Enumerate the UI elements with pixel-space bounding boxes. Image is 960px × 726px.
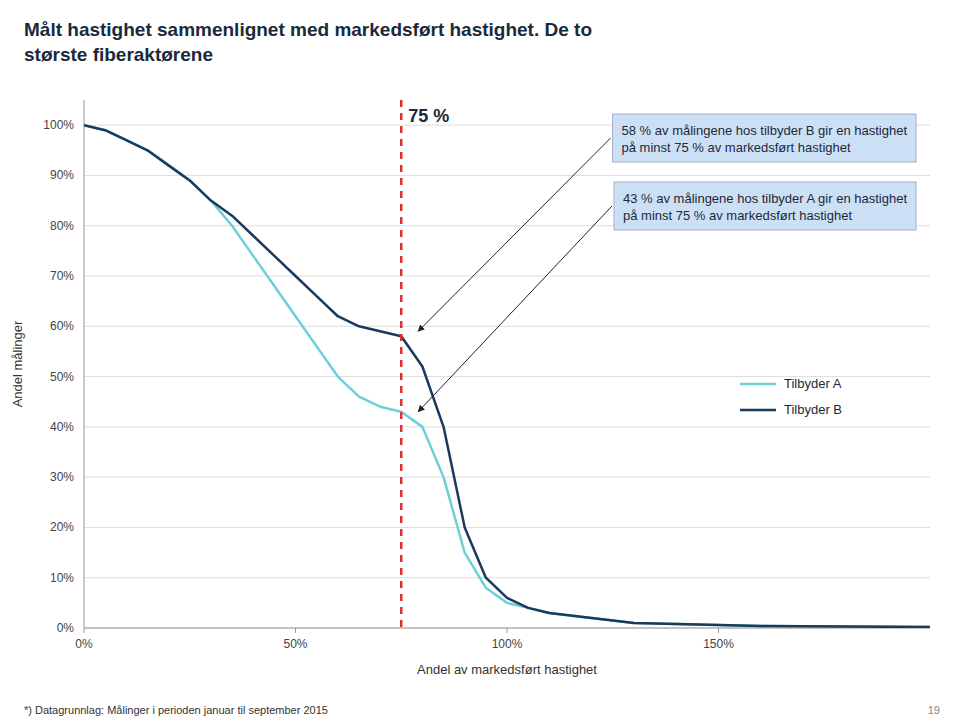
annotation-text: 43 % av målingene hos tilbyder A gir en … [623, 191, 907, 223]
x-tick [295, 628, 296, 633]
annotation-arrow [418, 206, 612, 412]
plot-area [84, 100, 930, 628]
legend-swatch [740, 409, 776, 412]
annotation-box [614, 182, 916, 230]
chart: Målt hastighet sammenlignet med markedsf… [0, 0, 960, 726]
y-axis-label: Andel målinger [10, 320, 25, 407]
grid-line [84, 527, 930, 528]
y-axis-line [84, 100, 85, 628]
title-line: Målt hastighet sammenlignet med markedsf… [24, 19, 592, 40]
annotation-arrow [418, 138, 610, 331]
y-tick-label: 100% [43, 118, 74, 132]
grid-line [84, 628, 930, 629]
annotation-line: 58 % av målingene hos tilbyder B gir en … [622, 123, 908, 138]
annotation-line: 43 % av målingene hos tilbyder A gir en … [623, 191, 907, 206]
page-number: 19 [928, 704, 940, 716]
reference-line-label: 75 % [408, 106, 449, 126]
annotation-box [613, 114, 916, 162]
grid-line [84, 426, 930, 427]
series-line [84, 125, 930, 627]
title-line: største fiberaktørene [24, 44, 213, 65]
x-tick-label: 100% [492, 637, 523, 651]
y-tick-label: 70% [50, 269, 74, 283]
x-tick-label: 0% [75, 637, 93, 651]
annotation: 43 % av målingene hos tilbyder A gir en … [614, 182, 916, 230]
x-axis-label: Andel av markedsført hastighet [417, 662, 597, 677]
y-tick-label: 30% [50, 470, 74, 484]
x-tick [84, 628, 85, 633]
annotation-line: på minst 75 % av markedsført hastighet [622, 140, 851, 155]
y-tick-label: 60% [50, 319, 74, 333]
y-tick-label: 80% [50, 219, 74, 233]
y-tick-label: 10% [50, 571, 74, 585]
x-axis-line [84, 628, 930, 629]
grid-line [84, 175, 930, 176]
annotation-text: 58 % av målingene hos tilbyder B gir en … [622, 123, 908, 155]
legend-label: Tilbyder A [784, 376, 842, 391]
reference-line [400, 100, 403, 628]
legend: Tilbyder A Tilbyder B [740, 376, 842, 417]
footnote: *) Datagrunnlag: Målinger i perioden jan… [24, 704, 328, 716]
y-tick-label: 40% [50, 420, 74, 434]
x-tick-label: 150% [703, 637, 734, 651]
series-line [84, 125, 930, 627]
grid-line [84, 276, 930, 277]
y-tick-label: 50% [50, 370, 74, 384]
y-tick-label: 0% [57, 621, 75, 635]
x-tick [718, 628, 719, 633]
grid-line [84, 577, 930, 578]
x-tick [507, 628, 508, 633]
y-tick-label: 20% [50, 520, 74, 534]
grid-line [84, 326, 930, 327]
grid-line [84, 477, 930, 478]
annotation-line: på minst 75 % av markedsført hastighet [623, 208, 852, 223]
legend-label: Tilbyder B [784, 402, 842, 417]
annotation: 58 % av målingene hos tilbyder B gir en … [613, 114, 916, 162]
title: Målt hastighet sammenlignet med markedsf… [24, 19, 592, 65]
y-tick-label: 90% [50, 168, 74, 182]
legend-swatch [740, 383, 776, 386]
x-tick-label: 50% [283, 637, 307, 651]
